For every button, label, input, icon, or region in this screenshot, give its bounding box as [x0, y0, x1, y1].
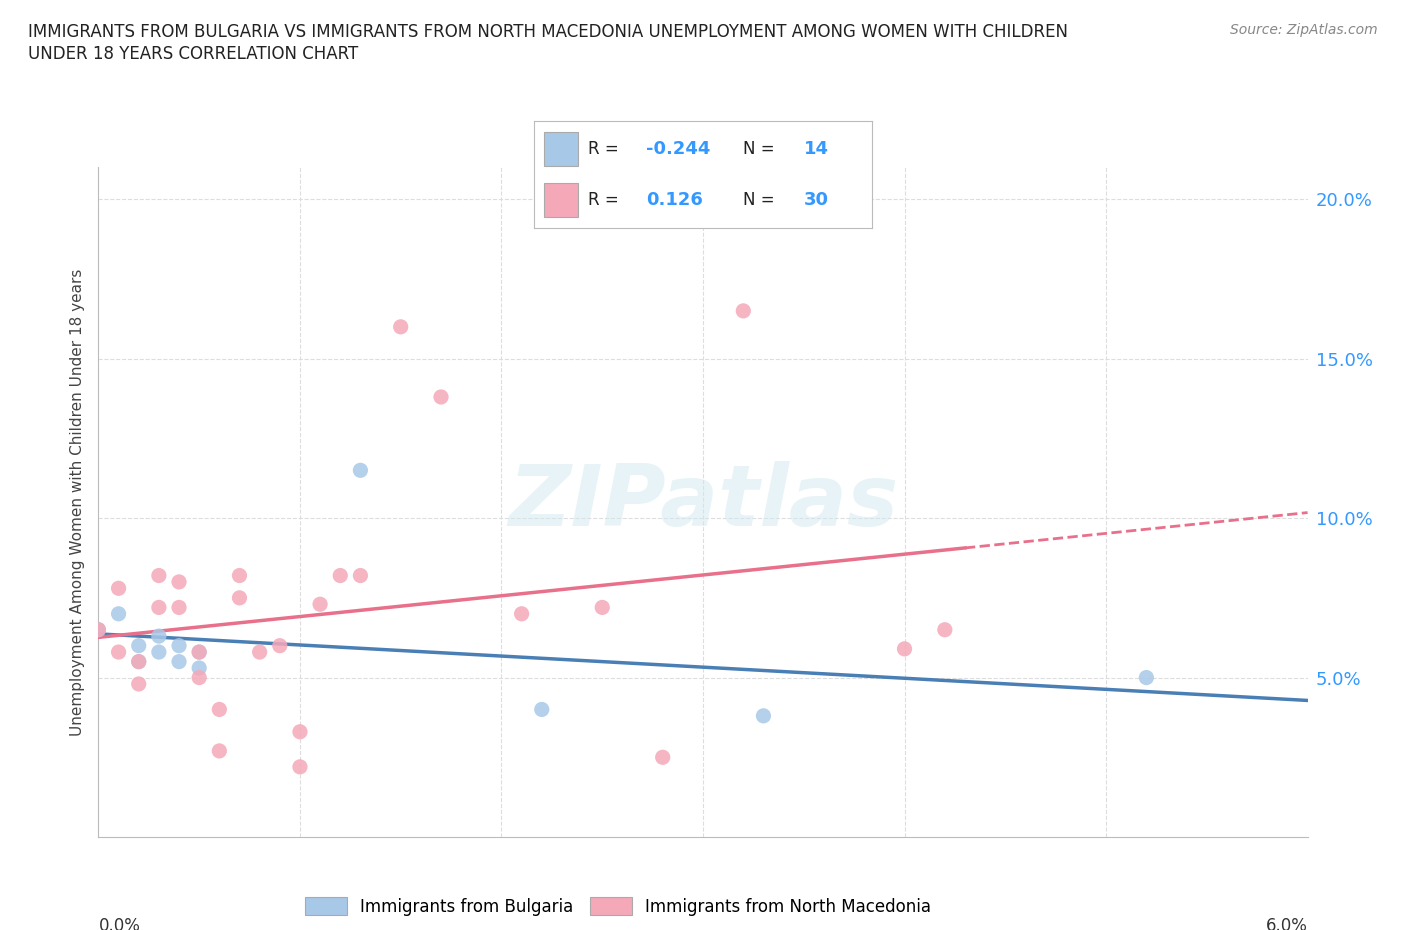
- Text: R =: R =: [588, 191, 619, 209]
- Text: IMMIGRANTS FROM BULGARIA VS IMMIGRANTS FROM NORTH MACEDONIA UNEMPLOYMENT AMONG W: IMMIGRANTS FROM BULGARIA VS IMMIGRANTS F…: [28, 23, 1069, 41]
- Point: [87, 622, 110, 637]
- Point: [128, 654, 150, 669]
- Point: [389, 319, 412, 334]
- Point: [208, 702, 231, 717]
- Bar: [544, 131, 578, 166]
- Point: [530, 702, 553, 717]
- Point: [430, 390, 453, 405]
- Point: [934, 622, 956, 637]
- Point: [349, 568, 371, 583]
- Point: [128, 676, 150, 691]
- Point: [87, 622, 110, 637]
- Point: [148, 568, 170, 583]
- Text: 14: 14: [804, 140, 830, 158]
- Point: [128, 654, 150, 669]
- Point: [167, 638, 190, 653]
- Text: 0.0%: 0.0%: [98, 917, 141, 930]
- Y-axis label: Unemployment Among Women with Children Under 18 years: Unemployment Among Women with Children U…: [69, 269, 84, 736]
- Point: [107, 644, 129, 659]
- Text: 6.0%: 6.0%: [1265, 917, 1308, 930]
- Point: [208, 743, 231, 758]
- Point: [148, 629, 170, 644]
- Text: 0.126: 0.126: [645, 191, 703, 209]
- Point: [733, 303, 755, 318]
- Point: [148, 600, 170, 615]
- Point: [288, 724, 311, 739]
- Point: [752, 709, 775, 724]
- Point: [107, 606, 129, 621]
- Point: [228, 591, 250, 605]
- Point: [651, 750, 673, 764]
- Point: [893, 642, 915, 657]
- Legend: Immigrants from Bulgaria, Immigrants from North Macedonia: Immigrants from Bulgaria, Immigrants fro…: [305, 897, 931, 916]
- Text: ZIPatlas: ZIPatlas: [508, 460, 898, 544]
- Point: [148, 644, 170, 659]
- Text: 30: 30: [804, 191, 830, 209]
- Point: [510, 606, 533, 621]
- Point: [188, 671, 211, 685]
- Text: N =: N =: [744, 140, 775, 158]
- Point: [349, 463, 371, 478]
- Text: -0.244: -0.244: [645, 140, 710, 158]
- Point: [249, 644, 271, 659]
- Point: [188, 644, 211, 659]
- Text: UNDER 18 YEARS CORRELATION CHART: UNDER 18 YEARS CORRELATION CHART: [28, 45, 359, 62]
- Point: [288, 760, 311, 775]
- Point: [269, 638, 291, 653]
- Point: [128, 638, 150, 653]
- Point: [329, 568, 352, 583]
- Bar: [544, 183, 578, 218]
- Point: [1135, 671, 1157, 685]
- Point: [188, 644, 211, 659]
- Text: N =: N =: [744, 191, 775, 209]
- Point: [107, 581, 129, 596]
- Point: [591, 600, 613, 615]
- Text: R =: R =: [588, 140, 619, 158]
- Text: Source: ZipAtlas.com: Source: ZipAtlas.com: [1230, 23, 1378, 37]
- Point: [167, 654, 190, 669]
- Point: [309, 597, 332, 612]
- Point: [167, 575, 190, 590]
- Point: [188, 660, 211, 675]
- Point: [228, 568, 250, 583]
- Point: [167, 600, 190, 615]
